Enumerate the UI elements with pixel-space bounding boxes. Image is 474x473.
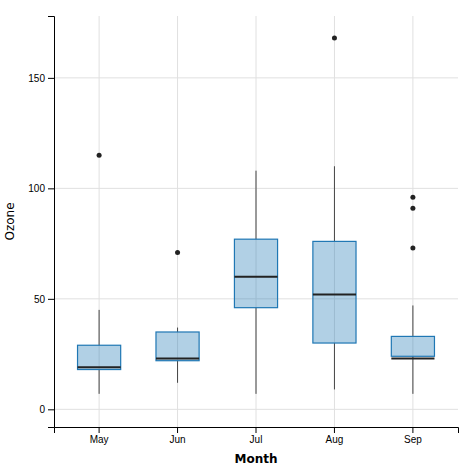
median [391,358,434,360]
x-tick-label: Sep [404,434,422,445]
x-axis-title: Month [234,452,277,466]
median [234,276,277,278]
x-tick: Aug [326,427,344,445]
grid [54,16,458,427]
x-tick-label: Jun [169,434,185,445]
outlier [410,206,415,211]
box-group [391,195,434,394]
chart: 0 50 100 150 May Jun Jul Aug Sep Month Ozone [0,0,474,473]
whisker-low [412,356,413,394]
plot: 0 50 100 150 May Jun Jul Aug Sep [28,16,458,445]
x-tick-label: May [90,434,109,445]
whisker-high [334,166,335,241]
boxes [78,36,435,394]
median [156,358,199,360]
grid-line-x [256,16,257,427]
y-tick-mark [48,78,54,79]
y-tick-label: 0 [39,404,45,415]
y-tick-mark [48,299,54,300]
whisker-high [99,310,100,345]
box [234,239,277,308]
y-axis-title: Ozone [3,202,17,240]
y-tick: 50 [34,294,54,305]
median [78,366,121,368]
y-tick-label: 100 [28,183,45,194]
box [313,241,356,343]
y-tick-label: 150 [28,73,45,84]
x-tick: Jun [169,427,185,445]
outlier [410,246,415,251]
outlier [97,153,102,158]
x-tick-mark [412,427,413,433]
grid-line-x [412,16,413,427]
outlier [410,195,415,200]
y-axis: 0 50 100 150 [28,17,54,428]
whisker-low [256,308,257,394]
box-group [78,153,121,394]
outlier [332,36,337,41]
x-tick-mark [256,427,257,433]
box [391,336,434,356]
x-axis-line [55,428,459,434]
y-tick: 0 [39,404,54,415]
box-group [234,171,277,394]
x-tick-label: Aug [326,434,344,445]
y-tick-mark [48,188,54,189]
box-group [313,36,356,390]
box-group [156,250,199,383]
median [313,293,356,295]
whisker-low [334,343,335,389]
y-tick: 150 [28,73,54,84]
whisker-high [177,328,178,332]
y-tick-label: 50 [34,294,46,305]
whisker-high [256,171,257,240]
x-tick-mark [334,427,335,433]
x-tick: Jul [250,427,263,445]
outlier [175,250,180,255]
whisker-low [177,361,178,383]
grid-line-x [334,16,335,427]
grid-line-x [177,16,178,427]
y-tick-mark [48,409,54,410]
box [156,332,199,361]
whisker-low [99,370,100,394]
x-tick: Sep [404,427,422,445]
x-tick: May [90,427,109,445]
x-tick-mark [177,427,178,433]
y-tick: 100 [28,183,54,194]
box [78,345,121,369]
whisker-high [412,305,413,336]
x-tick-mark [99,427,100,433]
y-axis-line [48,17,55,428]
x-axis: May Jun Jul Aug Sep [55,427,459,445]
x-tick-label: Jul [250,434,263,445]
